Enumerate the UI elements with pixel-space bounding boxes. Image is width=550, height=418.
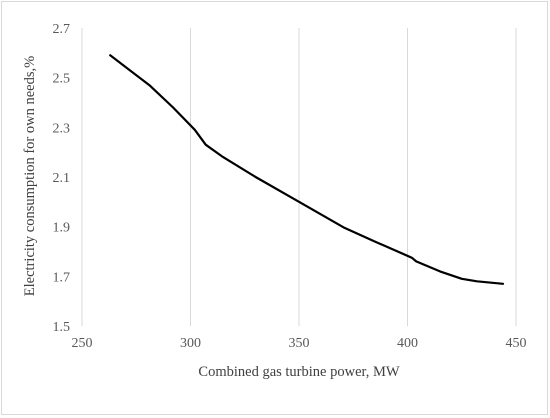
y-tick-label: 1.7 xyxy=(53,270,71,285)
x-axis-ticks: 250 300 350 400 450 xyxy=(72,336,527,351)
series-line xyxy=(109,54,505,285)
y-tick-label: 2.1 xyxy=(53,171,71,186)
y-tick-label: 2.5 xyxy=(53,72,71,87)
y-tick-label: 2.3 xyxy=(53,121,71,136)
x-tick-label: 400 xyxy=(397,336,418,351)
series-layer xyxy=(109,54,505,285)
x-axis-title: Combined gas turbine power, MW xyxy=(198,364,399,380)
gridlines xyxy=(81,28,517,326)
x-tick-label: 450 xyxy=(506,336,527,351)
x-tick-label: 250 xyxy=(72,336,93,351)
y-tick-label: 1.9 xyxy=(53,221,71,236)
x-tick-label: 350 xyxy=(289,336,310,351)
y-tick-label: 2.7 xyxy=(53,22,71,37)
y-axis-title: Electricity consumption for own needs,% xyxy=(22,56,38,296)
y-axis-ticks: 1.5 1.7 1.9 2.1 2.3 2.5 2.7 xyxy=(53,22,71,335)
y-tick-label: 1.5 xyxy=(53,320,71,335)
x-tick-label: 300 xyxy=(180,336,201,351)
